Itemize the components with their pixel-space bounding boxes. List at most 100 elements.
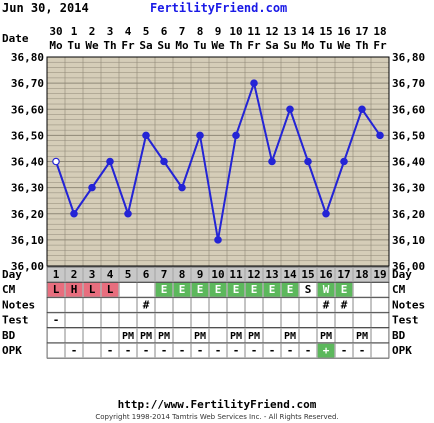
date-number: 6 [161,25,168,38]
bd-cell [299,328,317,343]
day-cell-text: 17 [337,268,350,281]
date-number: 11 [247,25,261,38]
test-cell [191,312,209,328]
bd-cell-text: PM [230,331,242,342]
date-number: 7 [179,25,186,38]
day-cell-text: 13 [265,268,278,281]
temperature-point [70,209,78,218]
test-cell [65,312,83,328]
temperature-point [196,131,204,140]
bd-cell [65,328,83,343]
opk-cell-text: - [251,344,258,357]
opk-cell [353,343,371,358]
temperature-point [358,105,366,114]
notes-cell-text: # [341,298,348,311]
y-tick-label-right: 36,20 [392,208,425,221]
date-number: 5 [143,25,150,38]
notes-cell [299,297,317,313]
day-cell [47,267,65,282]
bd-cell [191,328,209,343]
test-label-right: Test [392,314,419,327]
notes-cell [101,297,119,313]
bd-cell [47,328,65,343]
notes-cell [65,297,83,313]
notes-label-left: Notes [2,298,35,311]
day-cell [245,267,263,282]
weekday-label: Tu [319,39,332,52]
day-cell-text: 15 [301,268,314,281]
notes-cell-text: # [323,298,330,311]
cm-cell [119,282,137,298]
y-tick-label-right: 36,80 [392,51,425,64]
y-tick-label-left: 36,50 [11,129,44,142]
notes-cell [119,297,137,313]
cm-cell-text: H [71,283,78,296]
weekday-label: Mo [301,39,315,52]
cm-cell-text: E [251,283,258,296]
day-cell [317,267,335,282]
cm-cell [209,282,227,298]
temperature-point [214,236,222,244]
opk-cell-text: - [215,344,222,357]
test-cell [227,312,245,328]
cm-cell-text: E [215,283,222,296]
day-cell [353,267,371,282]
opk-cell [317,343,335,358]
temperature-point [286,105,294,114]
date-number: 15 [319,25,332,38]
date-number: 1 [71,25,78,38]
test-cell [353,312,371,328]
bd-label-right: BD [392,329,406,342]
opk-cell-text: - [287,344,294,357]
cm-cell [371,282,389,298]
site-link[interactable]: FertilityFriend.com [150,1,288,15]
y-tick-label-right: 36,10 [392,234,425,247]
weekday-label: We [211,39,225,52]
date-number: 10 [229,25,242,38]
bd-cell-text: PM [248,331,260,342]
y-tick-label-left: 36,40 [11,156,44,169]
y-tick-label-left: 36,30 [11,182,44,195]
bd-cell [137,328,155,343]
temperature-point [232,131,240,140]
notes-cell [371,297,389,313]
bd-cell-text: PM [356,331,368,342]
temperature-point [322,209,330,218]
notes-cell [191,297,209,313]
y-tick-label-left: 36,80 [11,51,44,64]
opk-cell-text: - [269,344,276,357]
bd-cell-text: PM [320,331,332,342]
date-number: 3 [107,25,114,38]
footer-url[interactable]: http://www.FertilityFriend.com [117,398,317,411]
test-cell [47,312,65,328]
bd-cell-text: PM [284,331,296,342]
temperature-point [124,209,132,218]
cm-label-right: CM [392,283,406,296]
day-cell-text: 12 [247,268,260,281]
test-cell [335,312,353,328]
test-cell [245,312,263,328]
day-cell [119,267,137,282]
opk-cell [173,343,191,358]
date-number: 9 [215,25,222,38]
opk-cell [155,343,173,358]
cm-cell [83,282,101,298]
bd-cell [317,328,335,343]
bd-cell [227,328,245,343]
cm-cell [227,282,245,298]
day-cell [83,267,101,282]
weekday-label: Th [229,39,242,52]
weekday-label: Tu [193,39,206,52]
day-cell [191,267,209,282]
temperature-point [52,157,60,166]
y-tick-label-right: 36,30 [392,182,425,195]
weekday-label: Fr [247,39,261,52]
cm-cell [155,282,173,298]
cm-cell [335,282,353,298]
weekday-label: We [337,39,351,52]
cm-cell-text: E [197,283,204,296]
opk-cell [191,343,209,358]
day-cell-text: 5 [125,268,132,281]
opk-cell [299,343,317,358]
